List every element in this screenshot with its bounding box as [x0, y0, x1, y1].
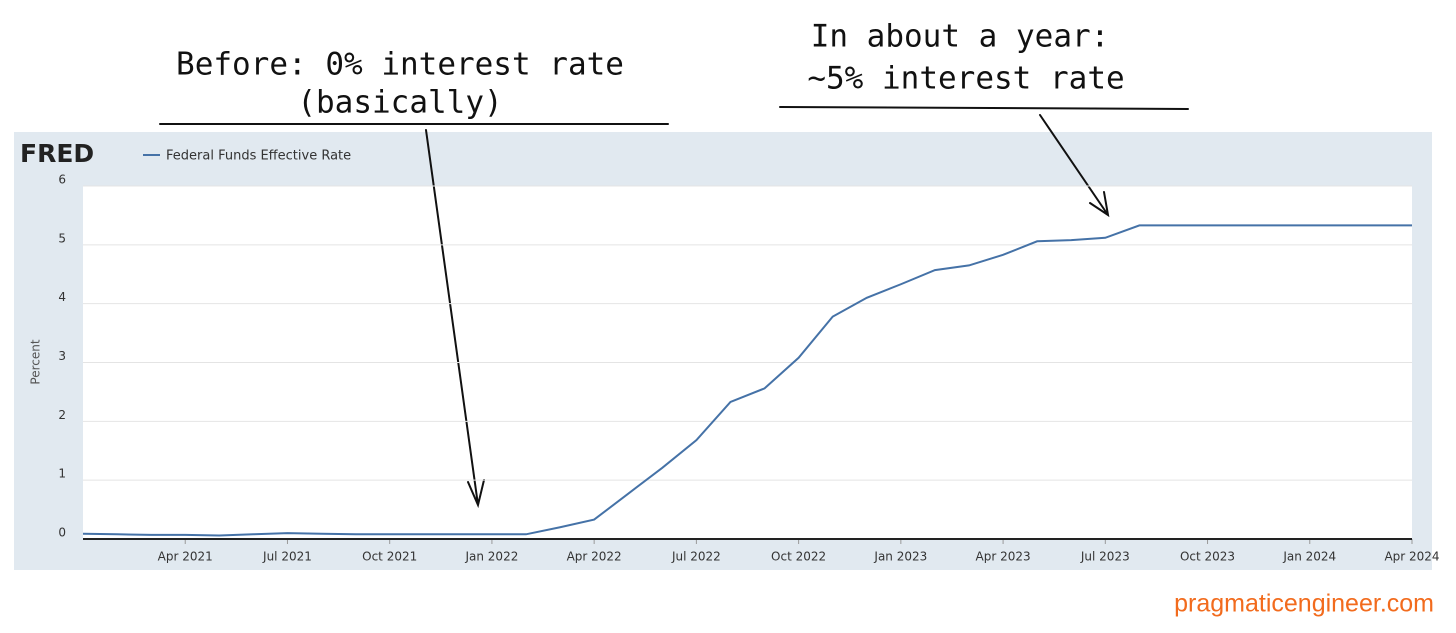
- y-tick-label: 2: [58, 408, 66, 422]
- y-tick-label: 0: [58, 526, 66, 540]
- watermark: pragmaticengineer.com: [1174, 590, 1434, 618]
- underline: [779, 106, 1189, 110]
- y-tick-label: 1: [58, 467, 66, 481]
- annotation: Before: 0% interest rate: [176, 47, 624, 83]
- annotation: (basically): [297, 85, 502, 121]
- y-tick-label: 4: [58, 290, 66, 304]
- x-tick-label: Jan 2024: [1282, 550, 1336, 564]
- x-tick-label: Jan 2022: [464, 550, 518, 564]
- y-axis-label: Percent: [29, 339, 43, 384]
- y-tick-label: 5: [58, 231, 66, 245]
- x-tick-label: Jul 2022: [671, 550, 721, 564]
- x-tick-label: Jan 2023: [873, 550, 927, 564]
- legend-label: Federal Funds Effective Rate: [166, 149, 351, 164]
- x-tick-label: Apr 2024: [1384, 550, 1439, 564]
- annotation-strokes: [159, 106, 1189, 509]
- line-series: [82, 224, 1412, 537]
- logo: FRED: [20, 139, 94, 168]
- x-tick-label: Jul 2021: [262, 550, 312, 564]
- x-tick-label: Oct 2023: [1180, 550, 1235, 564]
- annotation: ~5% interest rate: [807, 61, 1124, 97]
- arrow: [1039, 114, 1110, 218]
- x-tick-label: Jul 2023: [1080, 550, 1130, 564]
- y-tick-label: 3: [58, 349, 66, 363]
- x-tick-label: Apr 2021: [158, 550, 213, 564]
- x-tick-label: Apr 2022: [567, 550, 622, 564]
- x-tick-label: Apr 2023: [976, 550, 1031, 564]
- x-tick-label: Oct 2022: [771, 550, 826, 564]
- arrow: [425, 129, 485, 509]
- y-tick-label: 6: [58, 173, 66, 187]
- x-tick-label: Oct 2021: [362, 550, 417, 564]
- annotation: In about a year:: [811, 19, 1110, 55]
